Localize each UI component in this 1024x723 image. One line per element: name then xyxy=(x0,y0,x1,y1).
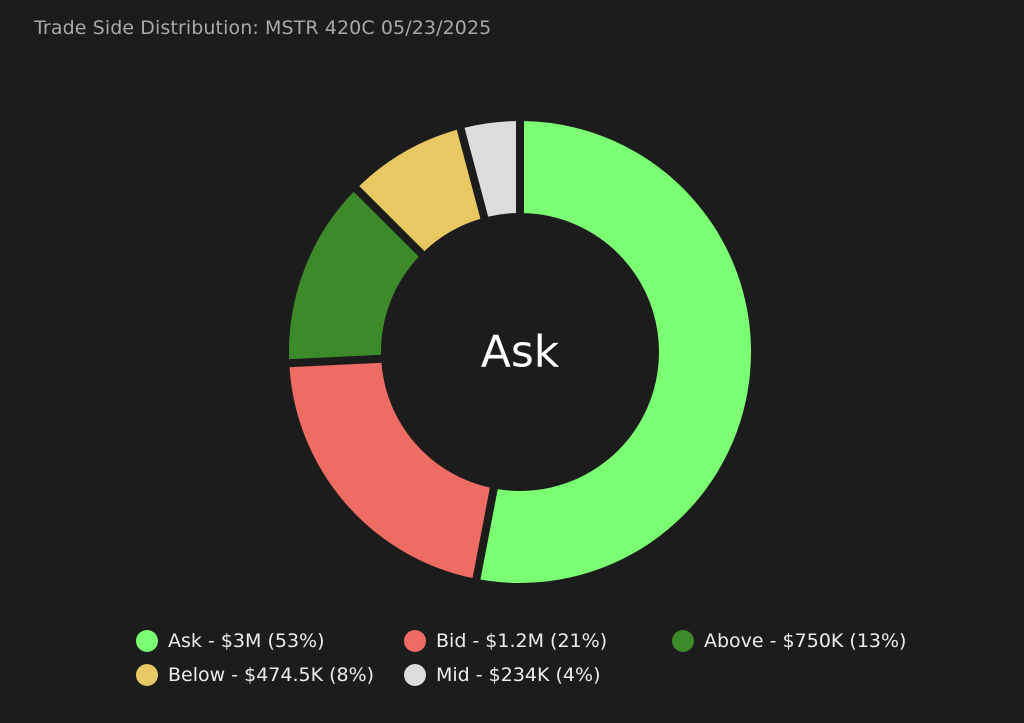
donut-slice-above[interactable] xyxy=(287,189,422,362)
legend-label-bid: Bid - $1.2M (21%) xyxy=(436,630,608,652)
legend-label-mid: Mid - $234K (4%) xyxy=(436,664,601,686)
legend-swatch-above xyxy=(672,630,694,652)
donut-chart: Ask xyxy=(287,119,753,585)
donut-slice-bid[interactable] xyxy=(287,360,493,581)
donut-slices xyxy=(287,119,753,585)
legend-label-ask: Ask - $3M (53%) xyxy=(168,630,325,652)
donut-center-label: Ask xyxy=(481,327,560,378)
legend-label-above: Above - $750K (13%) xyxy=(704,630,907,652)
legend-item-mid[interactable]: Mid - $234K (4%) xyxy=(404,664,601,686)
legend-item-below[interactable]: Below - $474.5K (8%) xyxy=(136,664,374,686)
legend-item-ask[interactable]: Ask - $3M (53%) xyxy=(136,630,325,652)
legend-swatch-mid xyxy=(404,664,426,686)
legend-item-above[interactable]: Above - $750K (13%) xyxy=(672,630,906,652)
legend-label-below: Below - $474.5K (8%) xyxy=(168,664,375,686)
legend-item-bid[interactable]: Bid - $1.2M (21%) xyxy=(404,630,607,652)
donut-slice-mid[interactable] xyxy=(462,119,518,219)
chart-title: Trade Side Distribution: MSTR 420C 05/23… xyxy=(34,17,492,39)
legend-swatch-bid xyxy=(404,630,426,652)
legend-swatch-below xyxy=(136,664,158,686)
donut-slice-below[interactable] xyxy=(356,127,483,254)
legend-swatch-ask xyxy=(136,630,158,652)
donut-slice-ask[interactable] xyxy=(478,119,753,585)
